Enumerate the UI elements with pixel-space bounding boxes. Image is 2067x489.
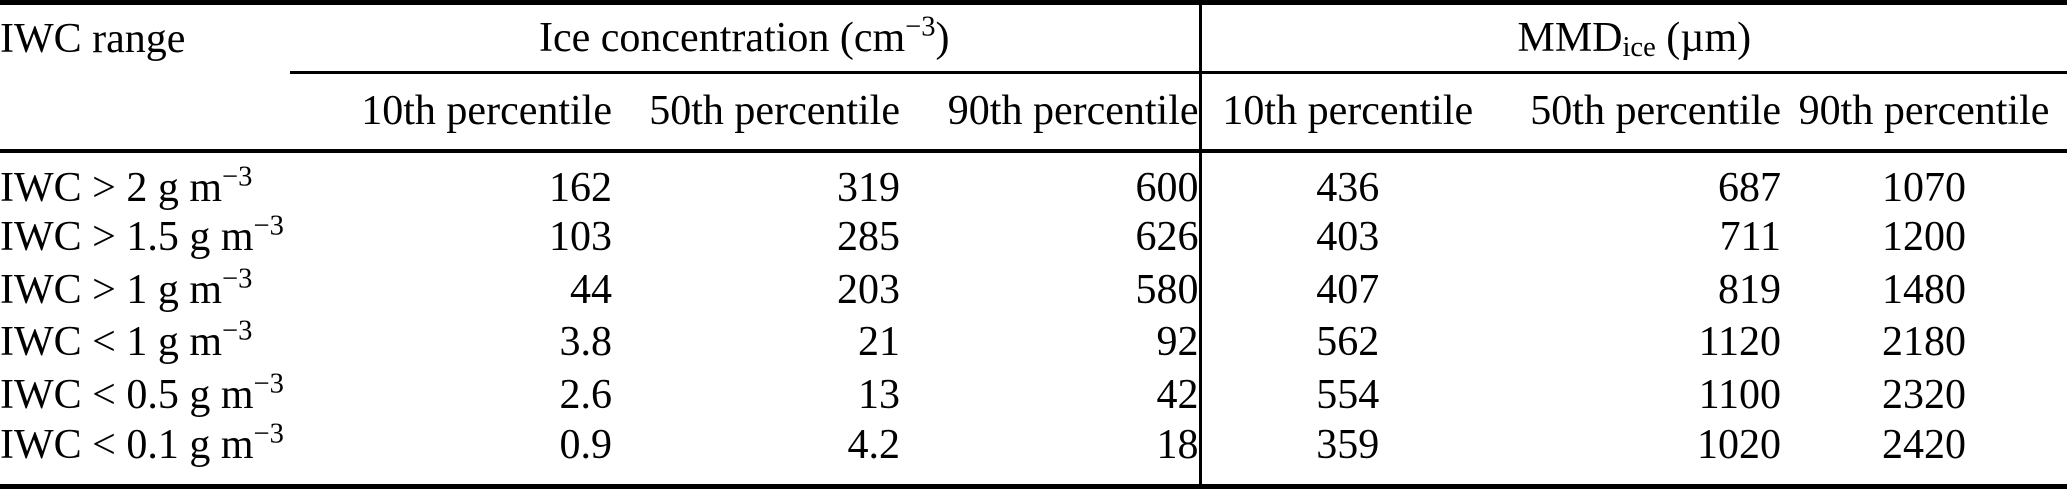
group-title-suffix: (µm) <box>1655 15 1752 61</box>
table-cell: 580 <box>1135 266 1199 313</box>
table-cell: 819 <box>1718 266 1782 313</box>
table-cell: 21 <box>858 319 900 366</box>
subheader-ice-10th: 10th percentile <box>290 72 612 153</box>
empty-corner-cell <box>0 72 290 153</box>
table-cell: 403 <box>1198 210 1495 264</box>
table-cell: 18 <box>900 421 1201 489</box>
table-row: IWC < 0.5 g m−3 2.6 13 42 554 1100 2320 <box>0 368 2067 422</box>
table-cell: 562 <box>1198 316 1495 369</box>
table-cell: 2420 <box>1781 421 2067 489</box>
table-row: IWC > 1.5 g m−3 103 285 626 403 711 1200 <box>0 210 2067 264</box>
row-label: IWC < 0.1 g m−3 <box>0 421 290 489</box>
table-cell: 1020 <box>1494 421 1782 489</box>
table-cell: 3.8 <box>559 319 613 366</box>
row-label: IWC < 1 g m−3 <box>0 316 290 369</box>
group-header-ice-concentration: Ice concentration (cm−3) <box>290 0 1201 74</box>
table-cell: 13 <box>858 372 900 419</box>
row-header-title: IWC range <box>0 0 290 73</box>
table-cell: 1070 <box>1882 164 1967 211</box>
subheader-ice-50th: 50th percentile <box>612 72 900 153</box>
table-cell: 203 <box>837 266 900 313</box>
row-label: IWC > 1.5 g m−3 <box>0 211 290 264</box>
table-row: IWC > 1 g m−3 44 203 580 407 819 1480 <box>0 263 2067 317</box>
table-cell: 2180 <box>1882 319 1967 366</box>
subheader-ice-90th: 90th percentile <box>900 72 1201 153</box>
unit-exponent: −3 <box>253 210 284 242</box>
group-title-text: MMD <box>1517 15 1623 61</box>
table-cell: 436 <box>1198 150 1495 211</box>
table-row: IWC < 1 g m−3 3.8 21 92 562 1120 2180 <box>0 316 2067 369</box>
group-header-row: IWC range Ice concentration (cm−3) MMDic… <box>0 0 2067 74</box>
table-cell: 92 <box>1156 319 1199 366</box>
table-cell: 600 <box>1135 164 1199 211</box>
table-cell: 407 <box>1198 263 1495 317</box>
table-cell: 626 <box>1135 214 1199 261</box>
table-row: IWC > 2 g m−3 162 319 600 436 687 1070 <box>0 150 2067 211</box>
table-cell: 44 <box>570 266 612 313</box>
mmd-subscript: ice <box>1622 32 1656 64</box>
table-cell: 2.6 <box>559 372 613 419</box>
table-row: IWC < 0.1 g m−3 0.9 4.2 18 359 1020 2420 <box>0 421 2067 489</box>
table-cell: 711 <box>1719 214 1782 261</box>
subheader-mmd-50th: 50th percentile <box>1494 72 1782 153</box>
unit-exponent: −3 <box>222 160 253 192</box>
row-label: IWC > 1 g m−3 <box>0 263 290 316</box>
row-label: IWC > 2 g m−3 <box>0 151 290 211</box>
group-title-text: Ice concentration (cm <box>539 15 906 61</box>
unit-exponent: −3 <box>253 368 284 400</box>
table-cell: 1200 <box>1882 214 1967 261</box>
subheader-mmd-90th: 90th percentile <box>1781 72 2067 153</box>
table-cell: 2320 <box>1882 372 1967 419</box>
row-label-text: IWC > 2 g m <box>0 164 222 211</box>
row-label-text: IWC > 1.5 g m <box>0 214 254 261</box>
unit-exponent: −3 <box>253 421 284 449</box>
table-cell: 103 <box>549 214 612 261</box>
table-cell: 42 <box>1156 372 1199 419</box>
table-cell: 1480 <box>1882 266 1967 313</box>
row-label: IWC < 0.5 g m−3 <box>0 369 290 422</box>
table-cell: 554 <box>1198 368 1495 422</box>
row-label-text: IWC < 0.1 g m <box>0 421 254 468</box>
group-header-mmd-ice: MMDice (µm) <box>1198 0 2067 74</box>
table-cell: 319 <box>837 164 900 211</box>
table-cell: 687 <box>1718 164 1782 211</box>
table-cell: 1120 <box>1698 319 1782 366</box>
unit-exponent: −3 <box>905 11 936 43</box>
table-cell: 0.9 <box>290 421 612 489</box>
unit-exponent: −3 <box>222 263 253 294</box>
subheader-row: 10th percentile 50th percentile 90th per… <box>0 72 2067 153</box>
table-cell: 162 <box>549 164 612 211</box>
table-cell: 4.2 <box>612 421 900 489</box>
row-label-text: IWC > 1 g m <box>0 266 222 313</box>
subheader-mmd-10th: 10th percentile <box>1198 72 1495 153</box>
table-cell: 359 <box>1198 421 1495 489</box>
row-label-text: IWC < 0.5 g m <box>0 372 254 419</box>
row-label-text: IWC < 1 g m <box>0 319 222 366</box>
table-cell: 285 <box>837 214 900 261</box>
group-title-suffix: ) <box>935 15 950 61</box>
unit-exponent: −3 <box>222 316 253 347</box>
table-cell: 1100 <box>1698 372 1782 419</box>
